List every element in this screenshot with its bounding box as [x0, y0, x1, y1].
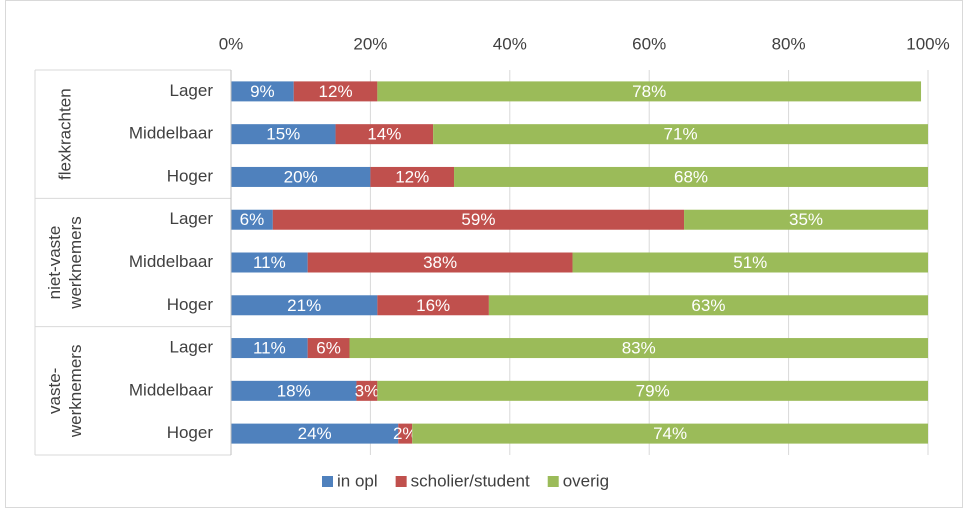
legend-swatch	[547, 476, 559, 487]
bar-segment	[231, 423, 399, 444]
bar-segment	[356, 380, 378, 401]
legend-swatch	[322, 476, 333, 487]
data-label: 11%	[253, 339, 286, 358]
bar-segment	[231, 338, 308, 359]
bar-segment	[335, 124, 434, 145]
category-label: Middelbaar	[129, 252, 213, 271]
bar-segment	[433, 124, 928, 145]
data-label: 51%	[733, 253, 767, 272]
group-label: werknemers	[66, 216, 85, 310]
data-label: 68%	[674, 167, 708, 186]
data-label: 16%	[416, 296, 450, 315]
x-tick-label: 80%	[772, 34, 806, 53]
legend-swatch	[395, 476, 407, 487]
category-label: Hoger	[167, 295, 214, 314]
bar-segment	[272, 209, 685, 230]
bar-segment	[349, 338, 928, 359]
data-label: 63%	[691, 296, 725, 315]
bar-segment	[307, 252, 573, 273]
data-label: 83%	[622, 339, 656, 358]
data-label: 21%	[287, 296, 321, 315]
data-label: 12%	[319, 82, 353, 101]
bar-segment	[572, 252, 928, 273]
bar-segment	[377, 295, 489, 316]
category-label: Middelbaar	[129, 124, 213, 143]
legend-label: in opl	[337, 471, 378, 490]
bar-segment	[370, 166, 455, 187]
data-label: 18%	[277, 381, 311, 400]
data-label: 79%	[636, 381, 670, 400]
group-label: niet-vaste	[45, 226, 64, 300]
bar-segment	[231, 209, 273, 230]
bar-segment	[412, 423, 929, 444]
data-label: 3%	[355, 381, 380, 400]
data-label: 2%	[393, 424, 418, 443]
x-tick-label: 100%	[906, 34, 949, 53]
data-label: 9%	[250, 82, 275, 101]
data-label: 78%	[632, 82, 666, 101]
bar-segment	[293, 81, 378, 102]
legend-label: overig	[563, 471, 609, 490]
category-label: Lager	[170, 81, 214, 100]
data-label: 14%	[367, 125, 401, 144]
x-tick-label: 20%	[353, 34, 387, 53]
bar-segment	[398, 423, 413, 444]
category-label: Lager	[170, 209, 214, 228]
x-tick-label: 0%	[219, 34, 244, 53]
bar-segment	[307, 338, 350, 359]
legend-label: scholier/student	[411, 471, 530, 490]
category-label: Lager	[170, 338, 214, 357]
data-label: 71%	[664, 125, 698, 144]
bar-segment	[231, 295, 378, 316]
data-label: 35%	[789, 210, 823, 229]
bar-segment	[488, 295, 928, 316]
bar-segment	[231, 81, 294, 102]
bar-segment	[231, 380, 357, 401]
bar-segment	[684, 209, 928, 230]
bar-segment	[454, 166, 928, 187]
data-label: 59%	[461, 210, 495, 229]
group-label: werknemers	[66, 345, 85, 439]
x-tick-label: 40%	[493, 34, 527, 53]
group-label: vaste-	[45, 368, 64, 414]
data-label: 15%	[266, 125, 300, 144]
category-label: Hoger	[167, 423, 214, 442]
bar-segment	[377, 380, 928, 401]
group-label: flexkrachten	[55, 88, 74, 180]
data-label: 74%	[653, 424, 687, 443]
data-label: 11%	[253, 253, 286, 272]
data-label: 38%	[423, 253, 457, 272]
data-label: 6%	[240, 210, 265, 229]
bar-segment	[231, 166, 371, 187]
data-label: 20%	[284, 167, 318, 186]
bar-segment	[377, 81, 922, 102]
data-label: 6%	[316, 339, 341, 358]
category-label: Middelbaar	[129, 380, 213, 399]
bar-segment	[231, 252, 308, 273]
data-label: 24%	[298, 424, 332, 443]
x-tick-label: 60%	[632, 34, 666, 53]
bar-segment	[231, 124, 336, 145]
data-label: 12%	[395, 167, 429, 186]
category-label: Hoger	[167, 166, 214, 185]
